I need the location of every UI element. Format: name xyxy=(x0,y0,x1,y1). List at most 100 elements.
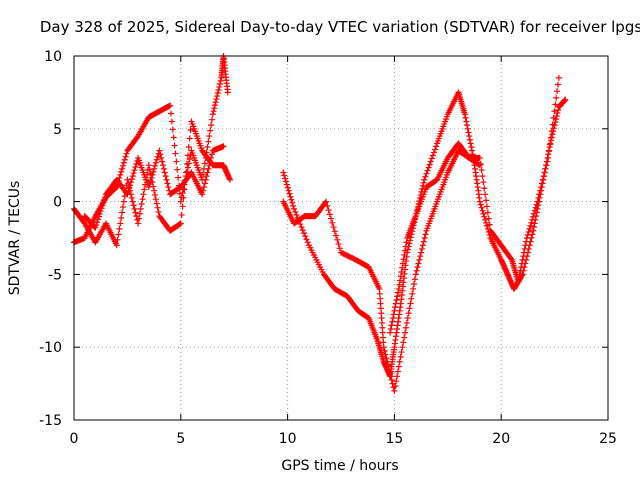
data-point xyxy=(216,83,223,90)
data-point xyxy=(208,116,215,123)
data-point xyxy=(118,214,125,221)
data-point xyxy=(281,172,288,179)
data-point xyxy=(207,158,214,165)
data-point xyxy=(280,169,287,176)
data-point xyxy=(550,114,557,121)
data-point xyxy=(331,228,338,235)
data-point xyxy=(117,220,124,227)
data-point xyxy=(541,169,548,176)
data-point xyxy=(129,198,136,205)
data-point xyxy=(131,205,138,212)
data-point xyxy=(201,180,208,187)
data-point xyxy=(464,122,471,129)
data-point xyxy=(101,196,108,203)
data-point xyxy=(151,187,158,194)
data-point xyxy=(178,211,185,218)
data-point xyxy=(123,150,130,157)
data-point xyxy=(429,152,436,159)
data-point xyxy=(93,222,100,229)
data-point xyxy=(119,162,126,169)
data-point xyxy=(413,267,420,274)
data-point xyxy=(283,181,290,188)
data-point xyxy=(536,191,543,198)
data-point xyxy=(549,121,556,128)
data-point xyxy=(136,210,143,217)
data-point xyxy=(153,200,160,207)
data-point xyxy=(516,275,522,282)
data-point xyxy=(394,293,401,300)
data-point xyxy=(390,311,397,318)
data-point xyxy=(546,148,553,155)
data-point xyxy=(389,315,396,322)
data-point xyxy=(398,349,405,356)
x-tick-label: 20 xyxy=(492,431,510,447)
data-point xyxy=(396,358,403,365)
data-points xyxy=(71,53,569,394)
data-point xyxy=(394,373,401,380)
data-point xyxy=(122,153,129,160)
data-point xyxy=(463,118,470,125)
data-point xyxy=(418,245,425,252)
data-point xyxy=(388,322,395,329)
data-point xyxy=(519,256,526,263)
data-point xyxy=(97,208,104,215)
data-point xyxy=(515,278,522,285)
data-point xyxy=(152,159,159,166)
data-point xyxy=(534,198,541,205)
data-point xyxy=(480,179,487,186)
data-point xyxy=(480,210,487,217)
data-point xyxy=(464,125,471,132)
data-point xyxy=(113,242,120,249)
data-point xyxy=(128,194,135,201)
data-point xyxy=(550,125,557,132)
data-point xyxy=(114,236,121,243)
data-point xyxy=(401,251,408,258)
data-point xyxy=(325,207,332,214)
data-point xyxy=(405,310,412,317)
data-point xyxy=(421,235,428,241)
data-point xyxy=(476,198,483,205)
data-point xyxy=(407,300,414,307)
data-point xyxy=(116,225,123,232)
data-point xyxy=(381,347,388,354)
data-point xyxy=(187,127,194,134)
data-point xyxy=(95,213,102,220)
x-tick-label: 5 xyxy=(176,431,185,447)
plot-frame xyxy=(73,55,609,421)
data-point xyxy=(209,111,216,118)
data-point xyxy=(476,154,483,161)
x-tick-label: 0 xyxy=(70,431,79,447)
data-point xyxy=(282,178,289,185)
data-point xyxy=(157,151,164,158)
data-point xyxy=(177,220,184,227)
data-point xyxy=(160,162,166,169)
data-point xyxy=(150,183,157,190)
data-point xyxy=(164,180,171,187)
series-trace-1 xyxy=(71,53,231,246)
data-point xyxy=(141,186,148,193)
data-point xyxy=(184,164,191,171)
data-point xyxy=(386,369,393,376)
data-point xyxy=(552,101,559,108)
data-point xyxy=(330,224,337,231)
data-point xyxy=(403,319,410,326)
data-point xyxy=(131,167,138,174)
data-point xyxy=(392,383,399,390)
data-point xyxy=(404,246,411,253)
data-point xyxy=(516,271,523,278)
data-point xyxy=(102,194,109,201)
data-point xyxy=(179,190,186,197)
data-point xyxy=(525,228,532,235)
data-point xyxy=(555,74,562,81)
data-point xyxy=(204,144,211,150)
data-point xyxy=(395,285,402,292)
data-point xyxy=(186,135,193,142)
data-point xyxy=(383,355,390,362)
data-point xyxy=(168,118,175,125)
data-point xyxy=(298,224,305,231)
data-point xyxy=(168,110,175,117)
data-point xyxy=(126,185,133,192)
data-point xyxy=(385,362,392,369)
data-point xyxy=(528,219,535,226)
data-point xyxy=(152,196,159,203)
